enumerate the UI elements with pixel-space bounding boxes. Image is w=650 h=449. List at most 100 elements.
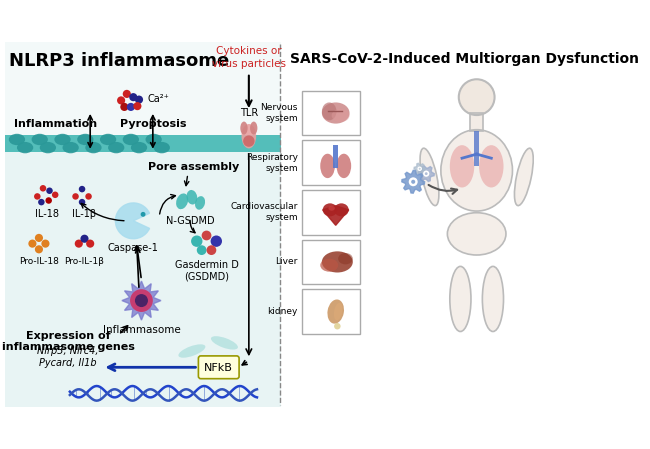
Circle shape: [459, 79, 495, 115]
Circle shape: [85, 193, 92, 200]
Text: Pyroptosis: Pyroptosis: [120, 119, 186, 129]
Ellipse shape: [420, 148, 439, 206]
Circle shape: [423, 171, 430, 177]
Circle shape: [72, 193, 79, 200]
Ellipse shape: [108, 142, 124, 153]
Ellipse shape: [320, 259, 338, 272]
Text: TLR: TLR: [240, 108, 258, 119]
Circle shape: [207, 245, 216, 255]
FancyBboxPatch shape: [302, 289, 360, 334]
Ellipse shape: [482, 266, 504, 331]
Ellipse shape: [240, 122, 248, 135]
Circle shape: [52, 192, 58, 198]
Text: Liver: Liver: [276, 257, 298, 266]
Circle shape: [211, 235, 222, 247]
Text: kidney: kidney: [267, 307, 298, 316]
Ellipse shape: [334, 303, 343, 321]
Circle shape: [243, 136, 255, 147]
Circle shape: [409, 177, 418, 186]
Ellipse shape: [322, 102, 350, 123]
Ellipse shape: [450, 145, 474, 188]
Circle shape: [46, 197, 52, 204]
Bar: [474, 132, 479, 166]
Circle shape: [46, 188, 53, 194]
Circle shape: [334, 323, 341, 330]
FancyBboxPatch shape: [198, 356, 239, 379]
Ellipse shape: [131, 142, 147, 153]
Polygon shape: [322, 206, 349, 225]
Text: Gasdermin D
(GSDMD): Gasdermin D (GSDMD): [175, 260, 239, 282]
Ellipse shape: [62, 142, 79, 153]
Circle shape: [81, 235, 88, 243]
Text: Inflammation: Inflammation: [14, 119, 97, 129]
Ellipse shape: [514, 148, 533, 206]
Ellipse shape: [123, 134, 139, 145]
Ellipse shape: [211, 336, 238, 350]
Ellipse shape: [322, 251, 353, 273]
Circle shape: [197, 245, 207, 255]
FancyBboxPatch shape: [302, 190, 360, 235]
Ellipse shape: [55, 134, 71, 145]
Ellipse shape: [100, 134, 116, 145]
Ellipse shape: [77, 134, 94, 145]
Circle shape: [135, 294, 148, 307]
Circle shape: [129, 93, 137, 101]
Ellipse shape: [322, 203, 337, 216]
Circle shape: [133, 102, 142, 110]
Ellipse shape: [17, 142, 33, 153]
Ellipse shape: [450, 266, 471, 331]
Circle shape: [79, 199, 85, 205]
Bar: [333, 145, 338, 168]
Text: NLRP3 inflammasome: NLRP3 inflammasome: [8, 52, 229, 70]
Circle shape: [425, 172, 428, 175]
Ellipse shape: [153, 142, 170, 153]
Ellipse shape: [85, 142, 101, 153]
Ellipse shape: [176, 194, 188, 209]
Circle shape: [29, 240, 36, 248]
Circle shape: [38, 199, 45, 205]
Text: Respiratory
system: Respiratory system: [246, 153, 298, 173]
Circle shape: [419, 168, 421, 170]
Circle shape: [35, 234, 43, 242]
Circle shape: [127, 103, 135, 111]
FancyBboxPatch shape: [302, 91, 360, 136]
Ellipse shape: [320, 154, 335, 178]
Ellipse shape: [40, 142, 56, 153]
Bar: [470, 114, 483, 132]
Text: Cytokines or
virus particles: Cytokines or virus particles: [212, 46, 286, 69]
Text: Inflammasome: Inflammasome: [103, 325, 180, 335]
Wedge shape: [116, 203, 150, 239]
Text: Nervous
system: Nervous system: [260, 103, 298, 123]
Text: NFkB: NFkB: [204, 363, 233, 373]
Circle shape: [202, 231, 211, 240]
Ellipse shape: [447, 213, 506, 255]
Polygon shape: [122, 281, 161, 320]
Circle shape: [123, 90, 131, 98]
Text: SARS-CoV-2-Induced Multiorgan Dysfunction: SARS-CoV-2-Induced Multiorgan Dysfunctio…: [289, 52, 638, 66]
Bar: [470, 114, 483, 132]
Ellipse shape: [195, 196, 205, 210]
Ellipse shape: [322, 102, 337, 120]
FancyBboxPatch shape: [302, 240, 360, 284]
Circle shape: [75, 240, 83, 248]
Ellipse shape: [9, 134, 25, 145]
Circle shape: [140, 212, 146, 217]
Circle shape: [40, 185, 46, 192]
Circle shape: [191, 235, 202, 247]
Text: N-GSDMD: N-GSDMD: [166, 216, 214, 226]
Polygon shape: [418, 166, 434, 181]
Circle shape: [135, 96, 143, 104]
Circle shape: [79, 186, 85, 192]
Text: Cardiovascular
system: Cardiovascular system: [230, 202, 298, 222]
Polygon shape: [414, 163, 425, 174]
Ellipse shape: [242, 124, 256, 149]
Circle shape: [120, 103, 129, 111]
Ellipse shape: [338, 253, 353, 264]
Circle shape: [117, 97, 125, 105]
Circle shape: [34, 193, 40, 200]
Ellipse shape: [332, 109, 350, 122]
Circle shape: [35, 245, 43, 253]
Ellipse shape: [441, 130, 512, 211]
Circle shape: [86, 240, 94, 248]
Polygon shape: [402, 170, 424, 193]
